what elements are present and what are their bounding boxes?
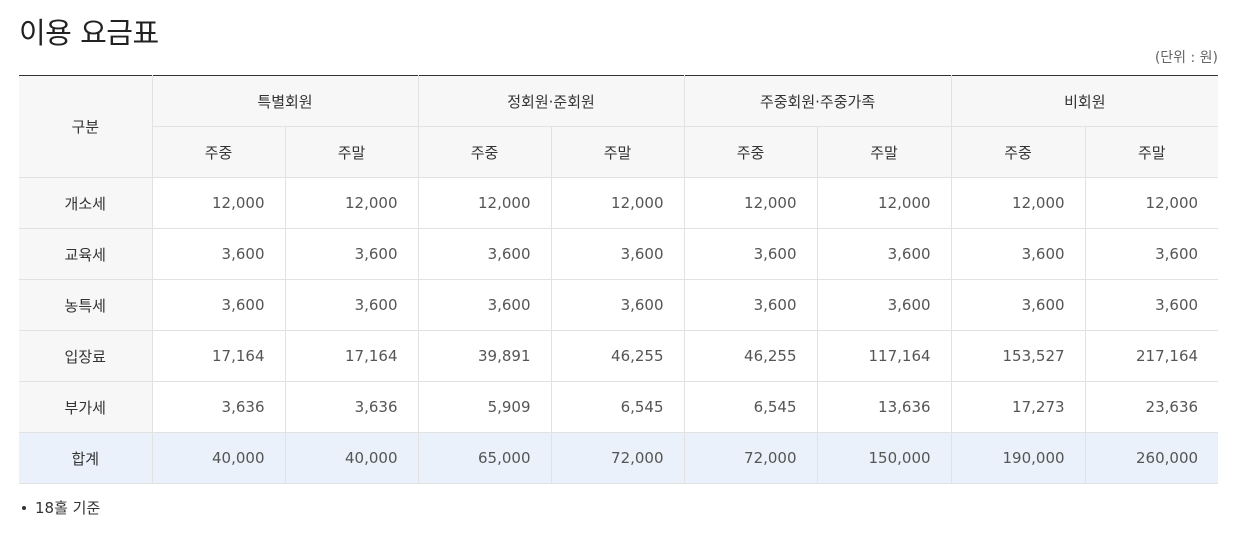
subheader: 주중 [684, 126, 818, 178]
fee-cell: 12,000 [817, 177, 952, 229]
fee-cell: 23,636 [1085, 381, 1219, 433]
fee-cell: 65,000 [418, 432, 552, 484]
table-row: 농특세 3,600 3,600 3,600 3,600 3,600 3,600 3,600 3,… [19, 279, 1219, 331]
fee-cell: 3,600 [418, 279, 552, 331]
table-row: 부가세 3,636 3,636 5,909 6,545 6,545 13,636 17,273… [19, 381, 1219, 433]
fee-cell: 17,164 [285, 330, 419, 382]
table-row: 개소세 12,000 12,000 12,000 12,000 12,000 12,000 1… [19, 177, 1219, 229]
fee-cell: 3,600 [684, 228, 818, 280]
fee-cell: 12,000 [684, 177, 818, 229]
fee-cell: 72,000 [684, 432, 818, 484]
fee-cell: 5,909 [418, 381, 552, 433]
subheader: 주중 [418, 126, 552, 178]
fee-cell: 12,000 [1085, 177, 1219, 229]
fee-cell: 72,000 [551, 432, 685, 484]
table-row: 합계 40,000 40,000 65,000 72,000 72,000 150,000 1… [19, 432, 1219, 484]
fee-cell: 12,000 [285, 177, 419, 229]
fee-cell: 3,600 [285, 279, 419, 331]
fee-cell: 17,164 [152, 330, 286, 382]
subheader: 주말 [551, 126, 685, 178]
table-row: 입장료 17,164 17,164 39,891 46,255 46,255 117,164… [19, 330, 1219, 382]
fee-cell: 3,636 [285, 381, 419, 433]
row-label: 농특세 [19, 279, 153, 331]
unit-note: (단위 : 원) [1154, 50, 1218, 66]
subheader: 주중 [152, 126, 286, 178]
fee-cell: 40,000 [152, 432, 286, 484]
fee-cell: 3,600 [1085, 228, 1219, 280]
fee-cell: 3,600 [285, 228, 419, 280]
bullet-icon [22, 505, 26, 510]
fee-cell: 46,255 [551, 330, 685, 382]
fee-cell: 3,600 [551, 228, 685, 280]
fee-cell: 117,164 [817, 330, 952, 382]
fee-cell: 190,000 [951, 432, 1086, 484]
fee-cell: 3,600 [1085, 279, 1219, 331]
fee-cell: 3,600 [152, 228, 286, 280]
group-header: 특별회원 [152, 75, 419, 127]
subheader: 주말 [285, 126, 419, 178]
footnote: 18홀 기준 [22, 497, 100, 518]
header-row-sub: 주중 주말 주중 주말 주중 주말 주중 주말 [19, 126, 1219, 178]
fee-table: 구분 특별회원 정회원·준회원 주중회원·주중가족 비회원 주중 주말 주중 주… [19, 75, 1219, 484]
subheader: 주말 [1085, 126, 1219, 178]
fee-cell: 260,000 [1085, 432, 1219, 484]
fee-cell: 6,545 [551, 381, 685, 433]
footnote-text: 18홀 기준 [35, 499, 101, 517]
corner-header: 구분 [19, 75, 153, 178]
fee-cell: 12,000 [152, 177, 286, 229]
row-label: 합계 [19, 432, 153, 484]
fee-cell: 3,600 [418, 228, 552, 280]
group-header: 주중회원·주중가족 [684, 75, 952, 127]
fee-cell: 217,164 [1085, 330, 1219, 382]
fee-cell: 3,600 [551, 279, 685, 331]
group-header: 정회원·준회원 [418, 75, 685, 127]
fee-cell: 153,527 [951, 330, 1086, 382]
group-header: 비회원 [951, 75, 1219, 127]
fee-table-container: 구분 특별회원 정회원·준회원 주중회원·주중가족 비회원 주중 주말 주중 주… [19, 75, 1219, 484]
fee-cell: 12,000 [418, 177, 552, 229]
fee-cell: 17,273 [951, 381, 1086, 433]
fee-cell: 3,600 [951, 279, 1086, 331]
row-label: 부가세 [19, 381, 153, 433]
fee-cell: 3,600 [817, 279, 952, 331]
row-label: 교육세 [19, 228, 153, 280]
table-row: 교육세 3,600 3,600 3,600 3,600 3,600 3,600 3,600 3,… [19, 228, 1219, 280]
fee-cell: 3,600 [152, 279, 286, 331]
row-label: 입장료 [19, 330, 153, 382]
fee-cell: 6,545 [684, 381, 818, 433]
fee-cell: 13,636 [817, 381, 952, 433]
fee-cell: 46,255 [684, 330, 818, 382]
fee-cell: 3,636 [152, 381, 286, 433]
fee-cell: 3,600 [684, 279, 818, 331]
fee-cell: 40,000 [285, 432, 419, 484]
subheader: 주말 [817, 126, 952, 178]
fee-cell: 12,000 [551, 177, 685, 229]
header-row-groups: 구분 특별회원 정회원·준회원 주중회원·주중가족 비회원 [19, 75, 1219, 178]
subheader: 주중 [951, 126, 1086, 178]
fee-cell: 150,000 [817, 432, 952, 484]
fee-cell: 3,600 [817, 228, 952, 280]
page-title: 이용 요금표 [19, 16, 159, 50]
fee-cell: 39,891 [418, 330, 552, 382]
row-label: 개소세 [19, 177, 153, 229]
fee-cell: 12,000 [951, 177, 1086, 229]
fee-cell: 3,600 [951, 228, 1086, 280]
